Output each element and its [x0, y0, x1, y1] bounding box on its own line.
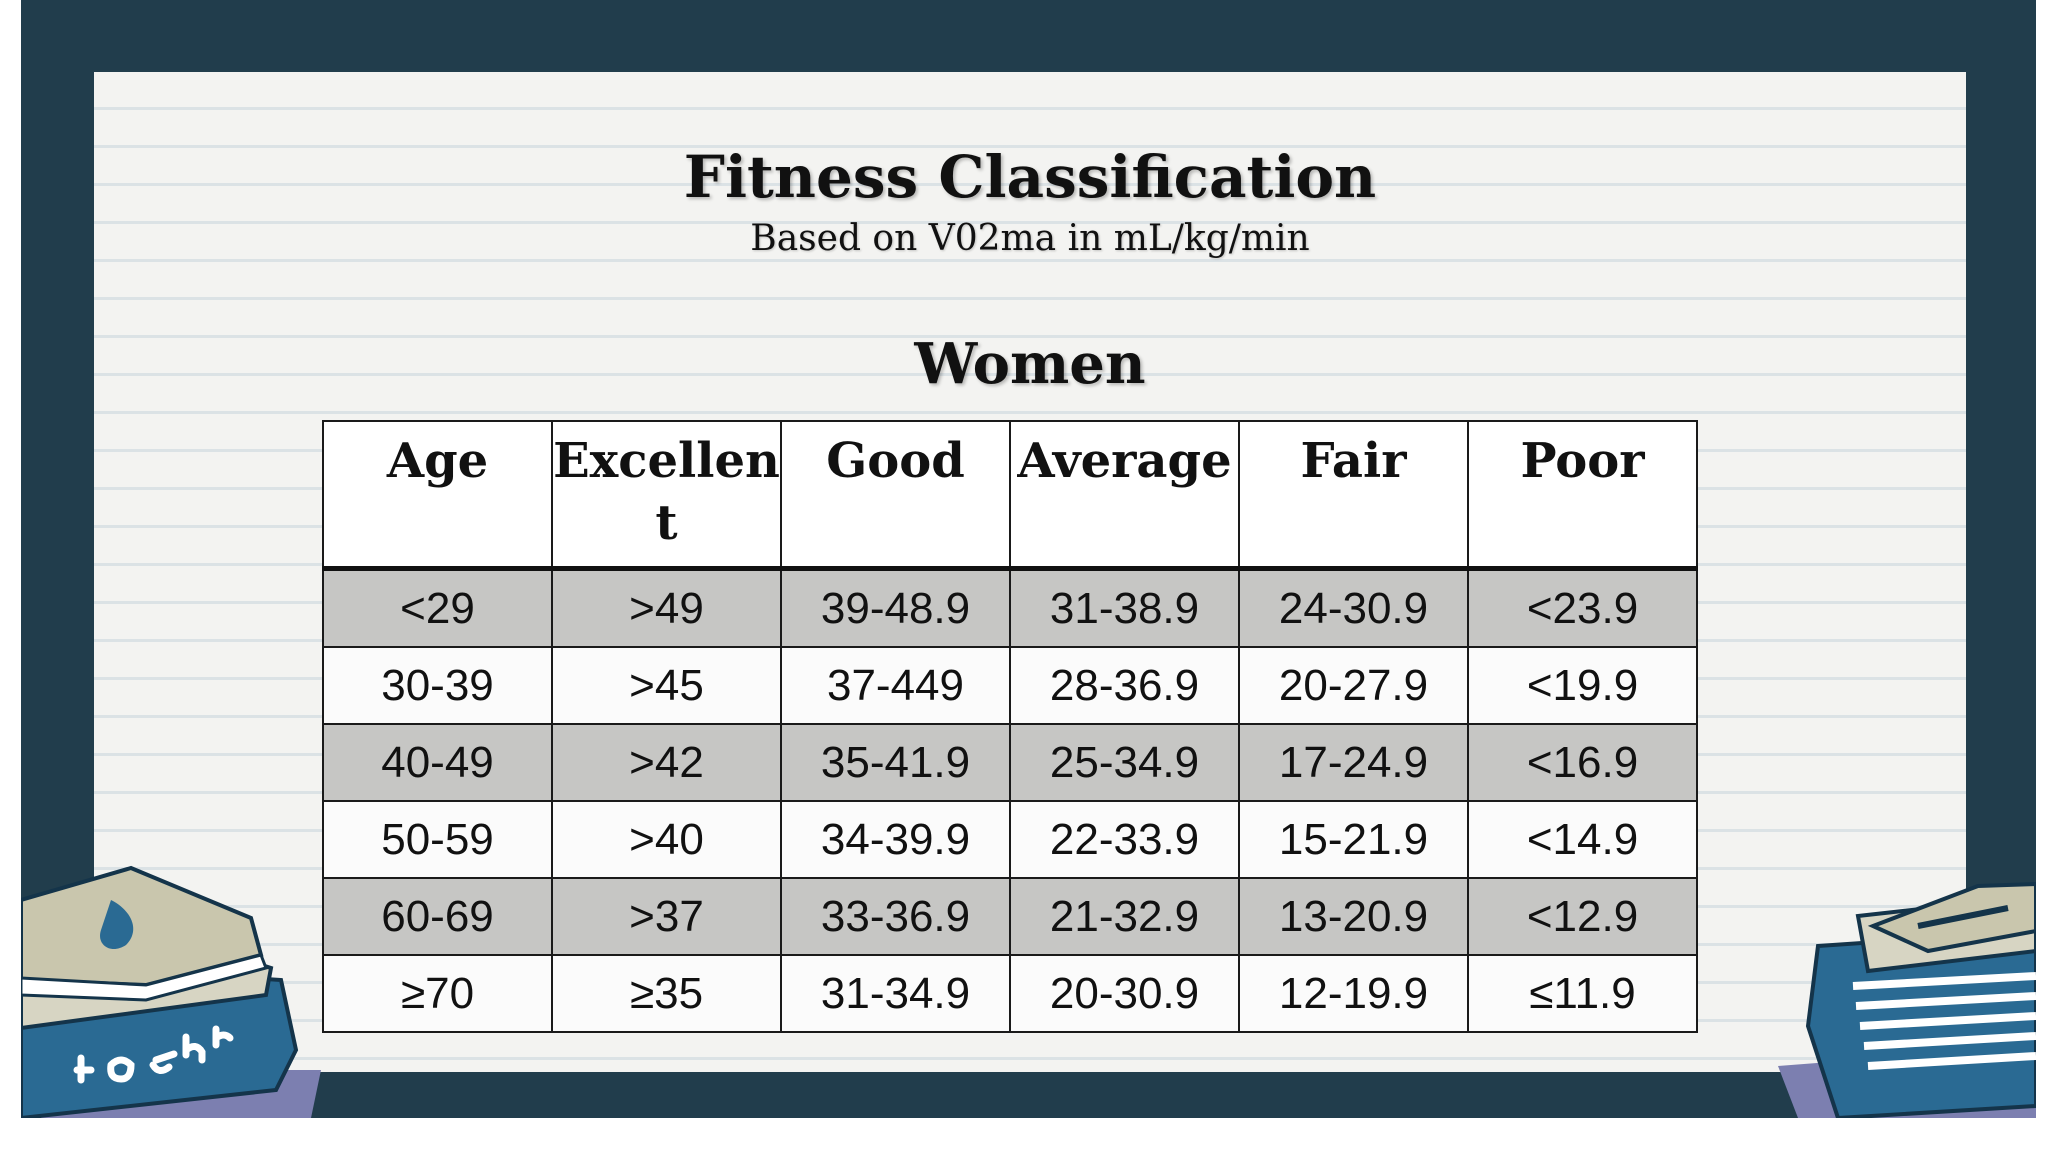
table-cell: 50-59: [322, 800, 553, 879]
table-header-row: Age Excellent Good Average Fair Poor: [322, 420, 1698, 571]
table-cell: >45: [551, 646, 782, 725]
page-subtitle: Based on V02ma in mL/kg/min: [750, 218, 1310, 259]
table-cell: ≤11.9: [1467, 954, 1698, 1033]
column-header-average: Average: [1009, 420, 1240, 571]
table-cell: 20-27.9: [1238, 646, 1469, 725]
column-header-fair: Fair: [1238, 420, 1469, 571]
table-cell: <14.9: [1467, 800, 1698, 879]
table-cell: <16.9: [1467, 723, 1698, 802]
table-row: 60-69 >37 33-36.9 21-32.9 13-20.9 <12.9: [322, 877, 1698, 956]
table-cell: 28-36.9: [1009, 646, 1240, 725]
table-cell: ≥70: [322, 954, 553, 1033]
table-cell: 17-24.9: [1238, 723, 1469, 802]
table-cell: 25-34.9: [1009, 723, 1240, 802]
table-row: ≥70 ≥35 31-34.9 20-30.9 12-19.9 ≤11.9: [322, 954, 1698, 1033]
book-stack-icon: [1778, 881, 2036, 1118]
table-cell: 35-41.9: [780, 723, 1011, 802]
table-cell: <29: [322, 567, 553, 648]
table-cell: 33-36.9: [780, 877, 1011, 956]
table-cell: >49: [551, 567, 782, 648]
table-cell: 31-38.9: [1009, 567, 1240, 648]
table-cell: <19.9: [1467, 646, 1698, 725]
column-header-good: Good: [780, 420, 1011, 571]
page-title: Fitness Classification: [683, 143, 1377, 211]
table-cell: 22-33.9: [1009, 800, 1240, 879]
table-cell: <12.9: [1467, 877, 1698, 956]
book-stack-icon: [21, 865, 321, 1118]
table-cell: 24-30.9: [1238, 567, 1469, 648]
table-row: 40-49 >42 35-41.9 25-34.9 17-24.9 <16.9: [322, 723, 1698, 802]
column-header-excellent: Excellent: [551, 420, 782, 571]
column-header-poor: Poor: [1467, 420, 1698, 571]
table-cell: >40: [551, 800, 782, 879]
table-cell: 12-19.9: [1238, 954, 1469, 1033]
table-cell: <23.9: [1467, 567, 1698, 648]
table-cell: 40-49: [322, 723, 553, 802]
table-cell: >42: [551, 723, 782, 802]
column-header-age: Age: [322, 420, 553, 571]
table-cell: ≥35: [551, 954, 782, 1033]
table-cell: 13-20.9: [1238, 877, 1469, 956]
section-heading-women: Women: [914, 331, 1146, 397]
table-row: <29 >49 39-48.9 31-38.9 24-30.9 <23.9: [322, 567, 1698, 648]
table-cell: 60-69: [322, 877, 553, 956]
table-cell: 21-32.9: [1009, 877, 1240, 956]
fitness-classification-table: Age Excellent Good Average Fair Poor <29…: [322, 420, 1698, 1033]
table-row: 50-59 >40 34-39.9 22-33.9 15-21.9 <14.9: [322, 800, 1698, 879]
table-cell: 20-30.9: [1009, 954, 1240, 1033]
table-row: 30-39 >45 37-449 28-36.9 20-27.9 <19.9: [322, 646, 1698, 725]
table-cell: 31-34.9: [780, 954, 1011, 1033]
table-cell: 37-449: [780, 646, 1011, 725]
table-cell: 34-39.9: [780, 800, 1011, 879]
table-cell: 15-21.9: [1238, 800, 1469, 879]
table-cell: >37: [551, 877, 782, 956]
table-cell: 39-48.9: [780, 567, 1011, 648]
table-cell: 30-39: [322, 646, 553, 725]
